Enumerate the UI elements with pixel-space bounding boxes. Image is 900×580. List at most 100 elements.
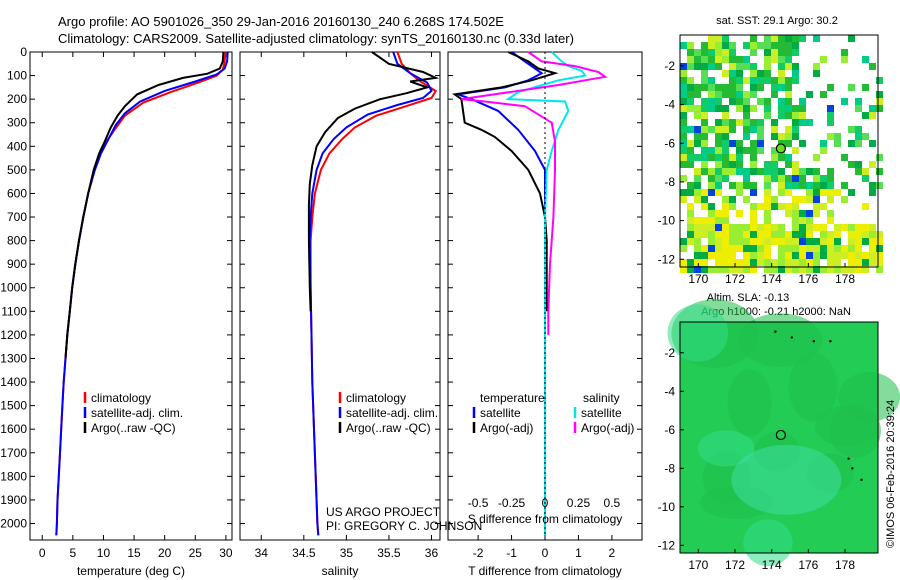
sst-pixel — [834, 252, 841, 259]
sst-pixel — [722, 252, 729, 259]
sst-pixel — [778, 168, 785, 175]
sst-pixel — [722, 91, 729, 98]
sst-pixel — [771, 266, 778, 273]
sst-pixel — [764, 238, 771, 245]
sst-pixel — [715, 49, 722, 56]
sst-pixel — [869, 105, 876, 112]
sst-pixel — [743, 147, 750, 154]
sst-pixel — [715, 175, 722, 182]
sst-pixel — [827, 133, 834, 140]
sst-pixel — [743, 238, 750, 245]
sla-map-xtick-label: 172 — [725, 558, 745, 572]
sst-pixel — [785, 175, 792, 182]
sst-pixel — [785, 112, 792, 119]
sst-pixel — [862, 84, 869, 91]
sst-pixel — [848, 126, 855, 133]
sst-pixel — [736, 105, 743, 112]
sst-pixel — [708, 154, 715, 161]
sst-pixel — [771, 91, 778, 98]
sst-pixel — [743, 126, 750, 133]
sst-pixel — [743, 98, 750, 105]
sst-pixel — [799, 266, 806, 273]
sst-pixel — [750, 182, 757, 189]
sst-pixel — [862, 168, 869, 175]
title-line-1: Argo profile: AO 5901026_350 29-Jan-2016… — [58, 14, 504, 29]
sst-pixel — [680, 105, 687, 112]
sla-map-ytick-label: -2 — [664, 346, 675, 360]
sst-pixel — [708, 77, 715, 84]
sst-pixel — [855, 238, 862, 245]
sst-pixel — [694, 189, 701, 196]
sst-pixel — [701, 203, 708, 210]
sst-map-ytick-label: -4 — [664, 98, 675, 112]
diff-legend-t-header: temperature — [480, 391, 545, 405]
sst-pixel — [820, 266, 827, 273]
sst-pixel — [764, 56, 771, 63]
sst-pixel — [841, 196, 848, 203]
sst-pixel — [778, 224, 785, 231]
sst-pixel — [736, 63, 743, 70]
sst-pixel — [722, 168, 729, 175]
sst-pixel — [701, 231, 708, 238]
sst-pixel — [771, 84, 778, 91]
sst-pixel — [827, 84, 834, 91]
sst-pixel — [680, 77, 687, 84]
sst-pixel — [687, 91, 694, 98]
sst-pixel — [827, 231, 834, 238]
sst-pixel — [694, 154, 701, 161]
sst-pixel — [729, 259, 736, 266]
sst-pixel — [694, 231, 701, 238]
sst-pixel — [820, 203, 827, 210]
sst-pixel — [876, 238, 883, 245]
sst-pixel — [855, 231, 862, 238]
sst-map-ytick-label: -8 — [664, 175, 675, 189]
sst-pixel — [862, 203, 869, 210]
diff-top-tick-label: 0 — [542, 496, 549, 510]
sst-pixel — [701, 161, 708, 168]
sst-pixel — [729, 266, 736, 273]
sst-pixel — [729, 63, 736, 70]
sst-pixel — [771, 77, 778, 84]
sst-pixel — [722, 203, 729, 210]
sst-pixel — [708, 49, 715, 56]
sst-pixel — [708, 126, 715, 133]
sst-pixel — [771, 161, 778, 168]
sst-pixel — [771, 35, 778, 42]
sst-pixel — [736, 224, 743, 231]
sst-pixel — [876, 252, 883, 259]
sst-pixel — [736, 245, 743, 252]
difference-series-3 — [461, 51, 608, 335]
sst-pixel — [680, 161, 687, 168]
sst-pixel — [813, 196, 820, 203]
sst-pixel — [687, 98, 694, 105]
sst-pixel — [869, 112, 876, 119]
sst-pixel — [778, 203, 785, 210]
sst-pixel — [813, 63, 820, 70]
sst-pixel — [680, 196, 687, 203]
sst-pixel — [701, 77, 708, 84]
salinity-frame — [239, 51, 441, 541]
sst-pixel — [834, 140, 841, 147]
sst-pixel — [722, 70, 729, 77]
sst-pixel — [827, 119, 834, 126]
sst-pixel — [729, 140, 736, 147]
sst-pixel — [680, 112, 687, 119]
sst-pixel — [764, 98, 771, 105]
sst-pixel — [785, 98, 792, 105]
sst-pixel — [792, 238, 799, 245]
sst-pixel — [764, 77, 771, 84]
sst-pixel — [813, 182, 820, 189]
sst-pixel — [680, 245, 687, 252]
sst-pixel — [799, 217, 806, 224]
depth-tick-label: 2000 — [0, 516, 27, 530]
sst-pixel — [722, 217, 729, 224]
sst-pixel — [792, 175, 799, 182]
sst-pixel — [701, 168, 708, 175]
sst-pixel — [715, 231, 722, 238]
sst-pixel — [694, 224, 701, 231]
sst-pixel — [869, 182, 876, 189]
sst-pixel — [750, 49, 757, 56]
sst-pixel — [820, 231, 827, 238]
sst-pixel — [729, 245, 736, 252]
sst-pixel — [757, 231, 764, 238]
